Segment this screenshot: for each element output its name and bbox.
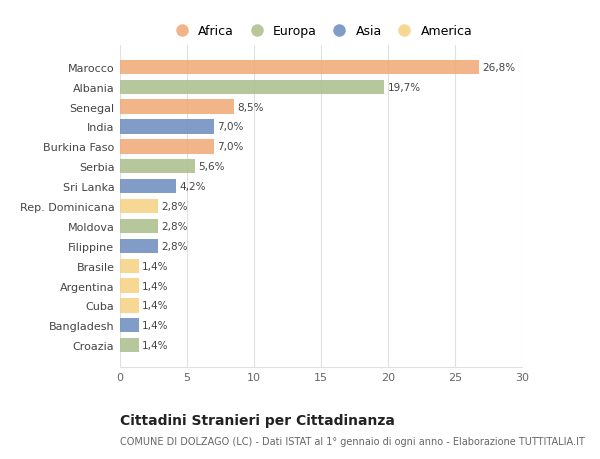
Legend: Africa, Europa, Asia, America: Africa, Europa, Asia, America	[164, 20, 478, 43]
Text: 8,5%: 8,5%	[237, 102, 264, 112]
Bar	[120, 299, 139, 313]
Bar	[120, 160, 195, 174]
Text: 1,4%: 1,4%	[142, 261, 169, 271]
Text: 1,4%: 1,4%	[142, 341, 169, 350]
Text: 4,2%: 4,2%	[179, 182, 206, 192]
Bar	[120, 319, 139, 333]
Text: 1,4%: 1,4%	[142, 301, 169, 311]
Bar	[120, 259, 139, 273]
Bar	[120, 100, 234, 114]
Bar	[120, 338, 139, 353]
Text: 2,8%: 2,8%	[161, 202, 187, 212]
Text: 5,6%: 5,6%	[199, 162, 225, 172]
Bar	[120, 140, 214, 154]
Bar	[120, 239, 158, 253]
Bar	[120, 199, 158, 214]
Text: Cittadini Stranieri per Cittadinanza: Cittadini Stranieri per Cittadinanza	[120, 413, 395, 427]
Text: 1,4%: 1,4%	[142, 321, 169, 330]
Text: 7,0%: 7,0%	[217, 142, 244, 152]
Bar	[120, 279, 139, 293]
Bar	[120, 61, 479, 75]
Text: 19,7%: 19,7%	[388, 83, 421, 92]
Bar	[120, 179, 176, 194]
Text: 26,8%: 26,8%	[482, 63, 515, 73]
Text: 1,4%: 1,4%	[142, 281, 169, 291]
Bar	[120, 80, 384, 95]
Bar	[120, 120, 214, 134]
Text: 2,8%: 2,8%	[161, 221, 187, 231]
Text: 2,8%: 2,8%	[161, 241, 187, 251]
Text: 7,0%: 7,0%	[217, 122, 244, 132]
Bar	[120, 219, 158, 234]
Text: COMUNE DI DOLZAGO (LC) - Dati ISTAT al 1° gennaio di ogni anno - Elaborazione TU: COMUNE DI DOLZAGO (LC) - Dati ISTAT al 1…	[120, 436, 585, 446]
